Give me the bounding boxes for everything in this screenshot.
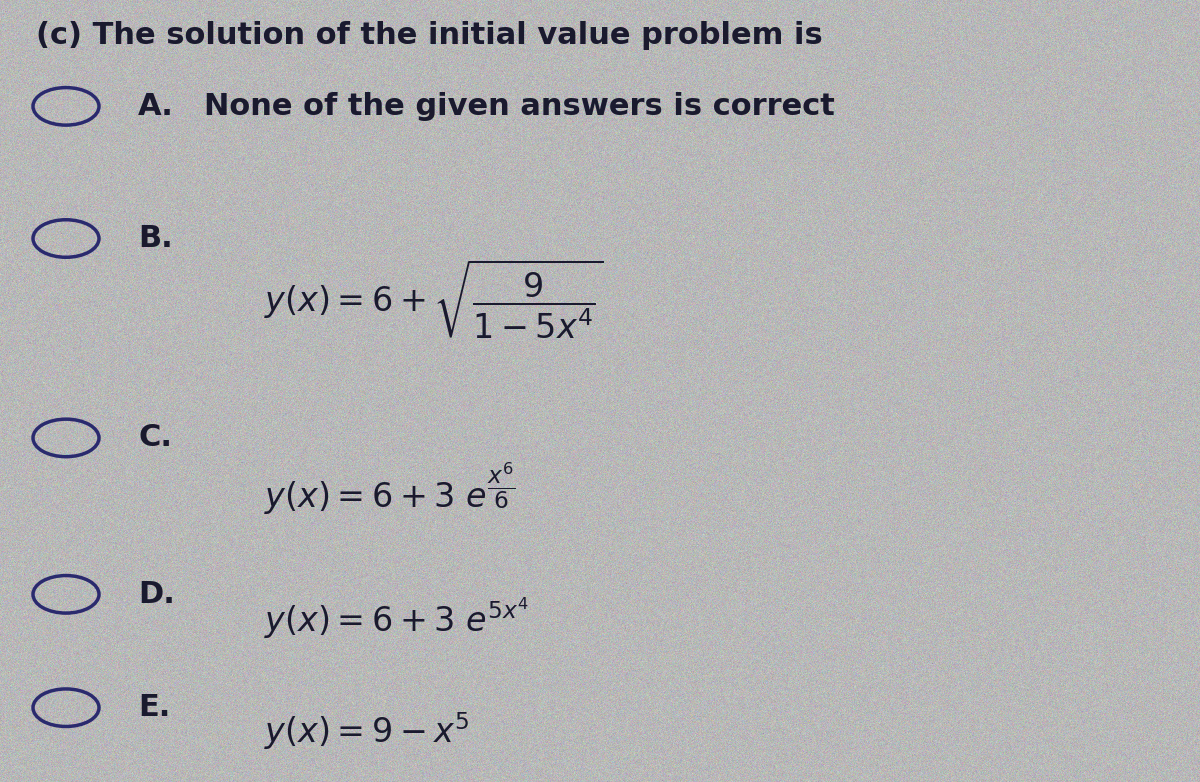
Text: E.: E. xyxy=(138,693,170,723)
Text: $y(x) = 9 - x^{5}$: $y(x) = 9 - x^{5}$ xyxy=(264,710,469,752)
Text: $y(x) = 6 + 3\ e^{5x^{4}}$: $y(x) = 6 + 3\ e^{5x^{4}}$ xyxy=(264,595,529,640)
Text: $y(x) = 6 + \sqrt{\dfrac{9}{1-5x^{4}}}$: $y(x) = 6 + \sqrt{\dfrac{9}{1-5x^{4}}}$ xyxy=(264,257,604,340)
Text: D.: D. xyxy=(138,579,175,609)
Text: A.: A. xyxy=(138,91,174,121)
Text: B.: B. xyxy=(138,224,173,253)
Text: C.: C. xyxy=(138,423,172,453)
Text: $y(x) = 6 + 3\ e^{\dfrac{x^{6}}{6}}$: $y(x) = 6 + 3\ e^{\dfrac{x^{6}}{6}}$ xyxy=(264,461,516,517)
Text: None of the given answers is correct: None of the given answers is correct xyxy=(204,91,835,121)
Text: (c) The solution of the initial value problem is: (c) The solution of the initial value pr… xyxy=(36,20,823,50)
